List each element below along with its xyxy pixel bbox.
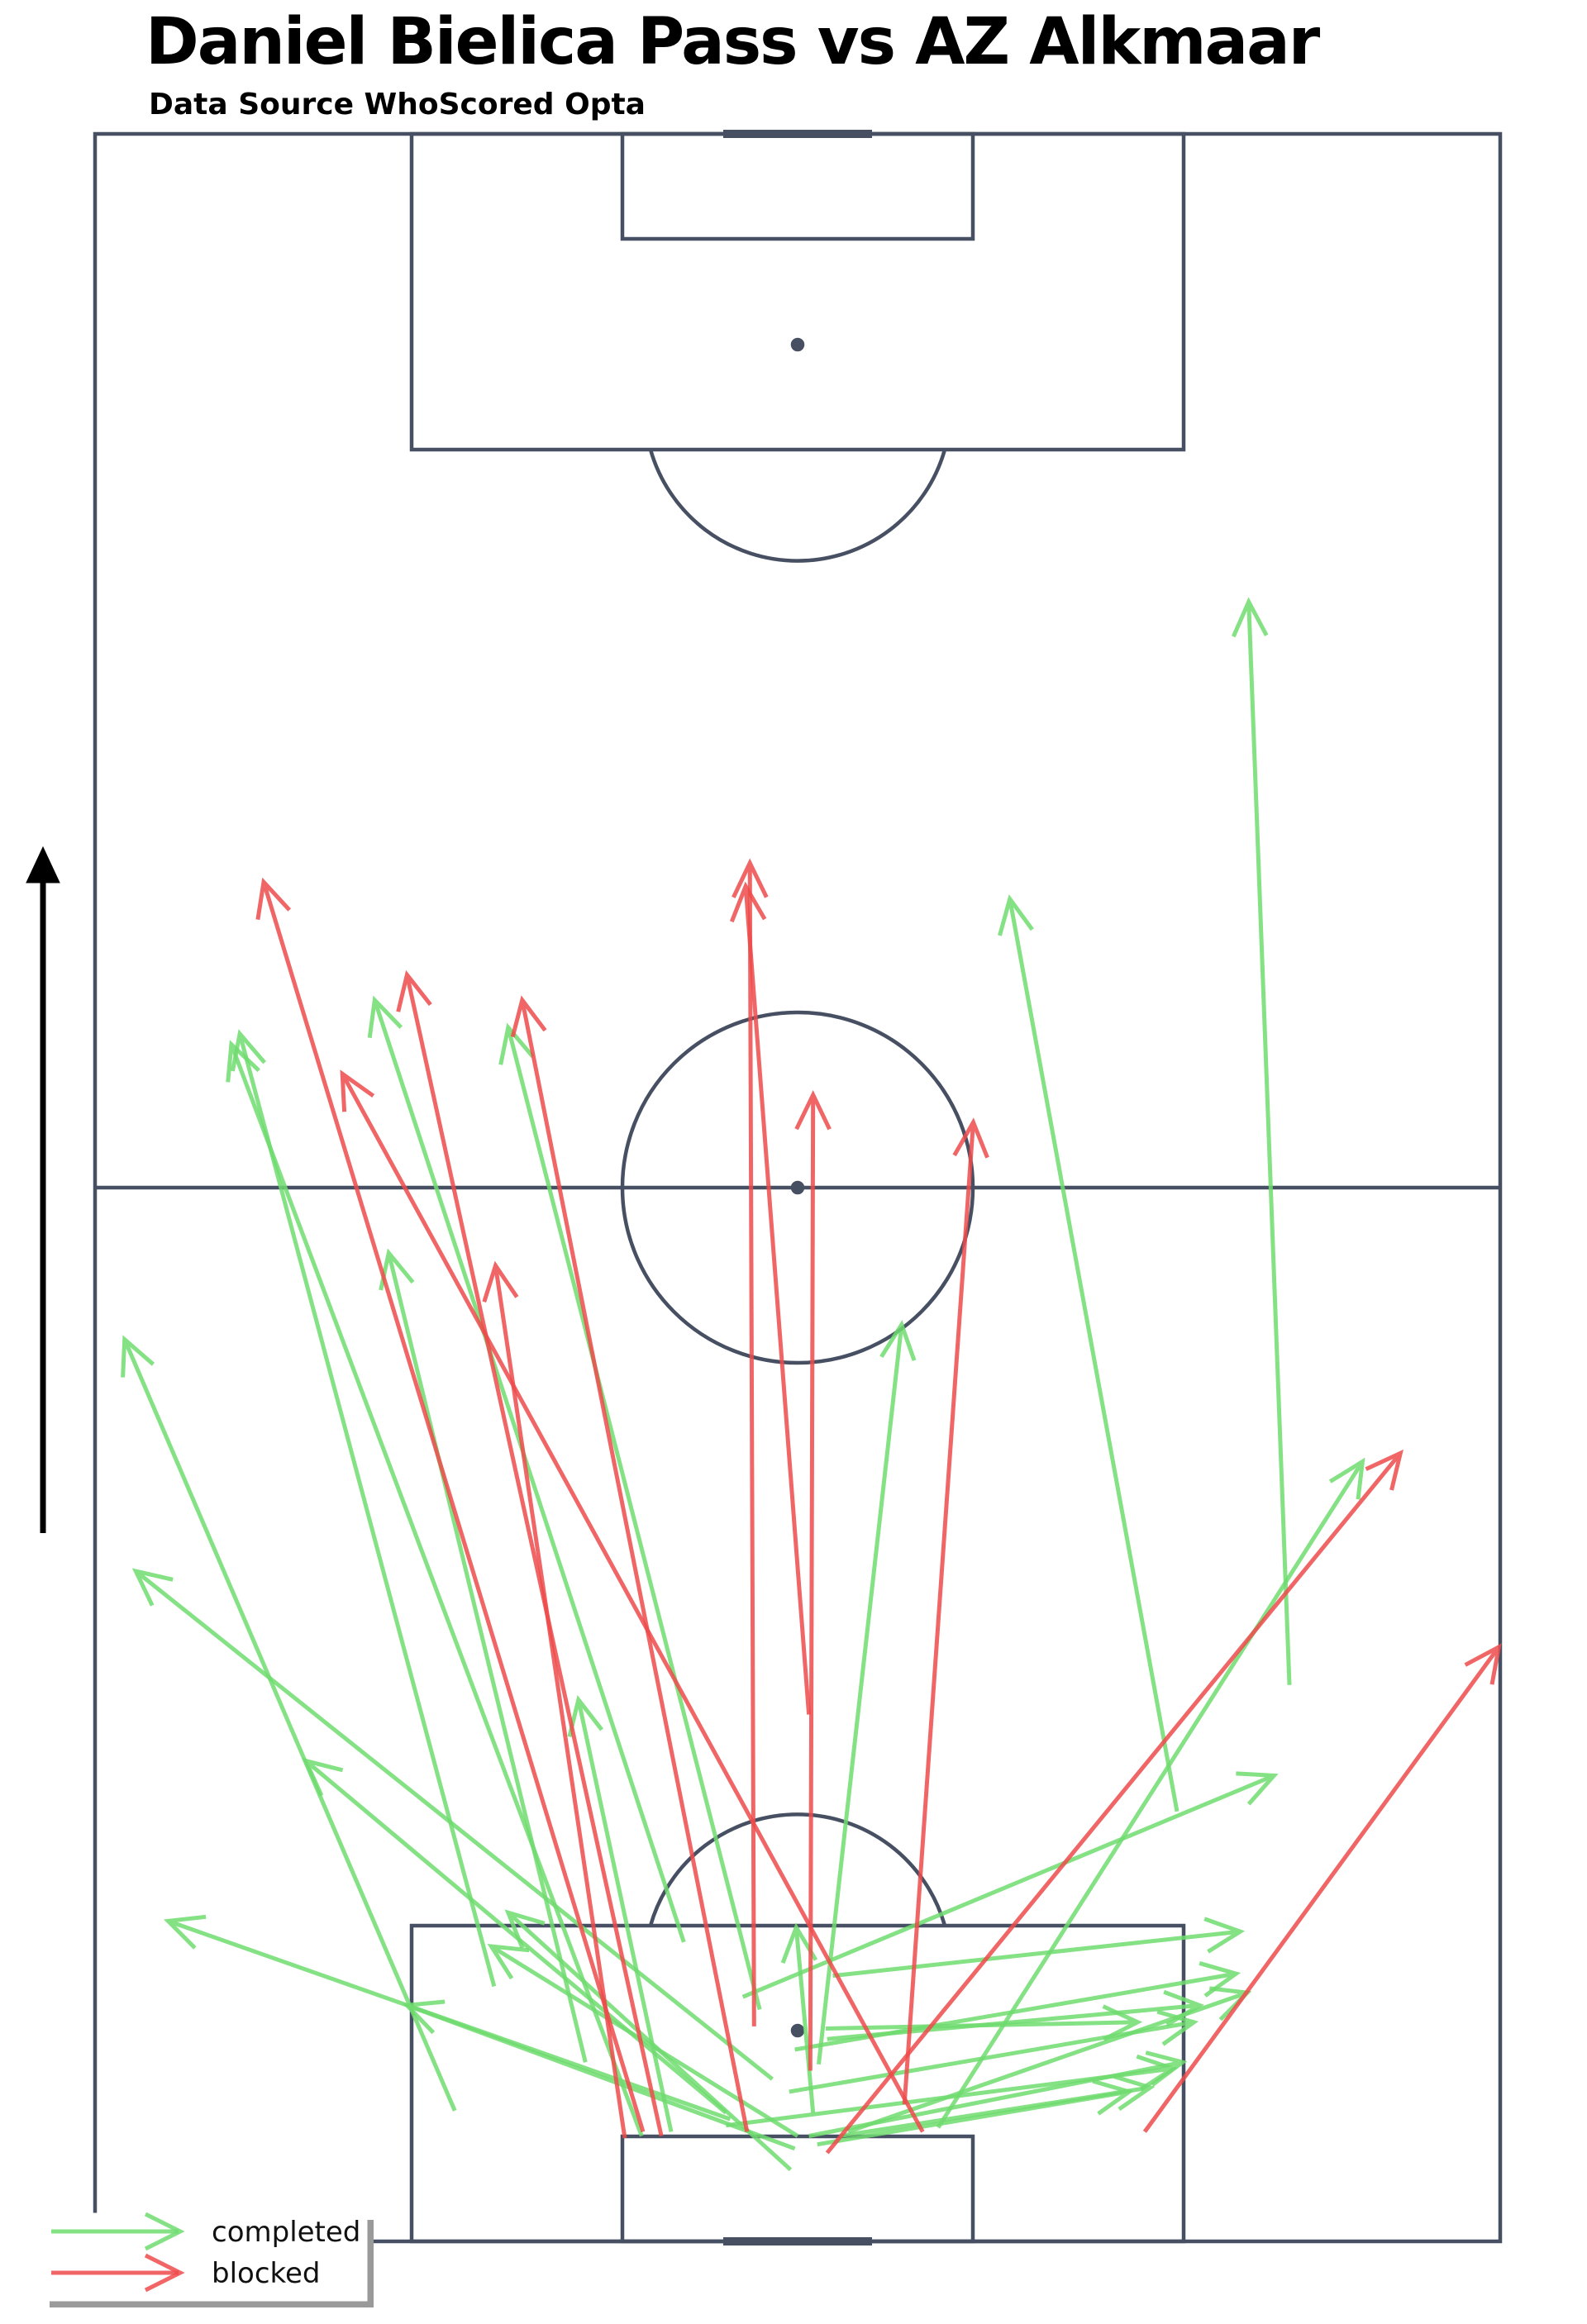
center-spot (793, 1183, 803, 1193)
blocked-pass-arrow-6 (398, 974, 661, 2136)
completed-pass-arrow-2 (999, 899, 1177, 1812)
top-six-yard-box (622, 134, 973, 239)
pitch (95, 134, 1500, 2241)
blocked-pass-arrow-2 (733, 863, 766, 2026)
completed-pass-arrow-9 (136, 1571, 772, 2079)
attack-direction-arrow (26, 847, 60, 1533)
blocked-pass-arrow-8 (342, 1074, 922, 2131)
legend-label-blocked: blocked (212, 2257, 321, 2290)
bottom-penalty-spot (793, 2026, 803, 2036)
legend: completed blocked (43, 2213, 374, 2307)
completed-pass-arrow-3 (819, 1325, 915, 2064)
blocked-pass-arrow-10 (827, 1453, 1401, 2153)
completed-pass-arrow-19 (743, 1774, 1275, 1997)
blocked-pass-arrow-3 (732, 886, 808, 1714)
blocked-pass-arrow-9 (904, 1122, 987, 2104)
legend-label-completed: completed (212, 2216, 360, 2249)
completed-pass-arrow-16 (228, 1045, 642, 2136)
completed-pass-arrow-8 (123, 1340, 455, 2111)
bottom-six-yard-box (622, 2136, 973, 2241)
pass-arrows (123, 602, 1499, 2169)
top-penalty-spot (793, 340, 803, 350)
completed-pass-arrow-1 (1233, 602, 1289, 1685)
top-penalty-area (412, 134, 1184, 450)
top-penalty-arc (651, 450, 945, 561)
